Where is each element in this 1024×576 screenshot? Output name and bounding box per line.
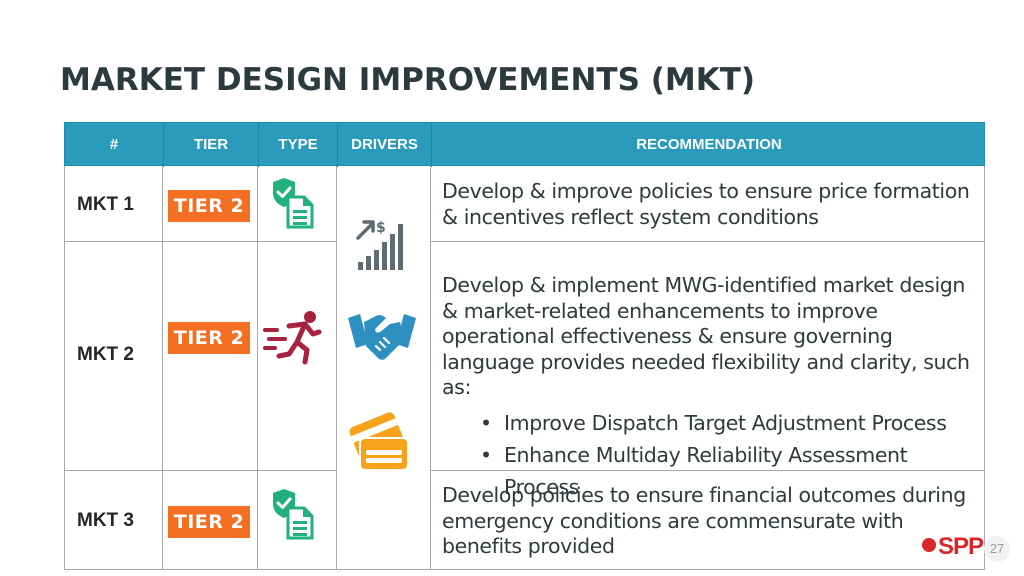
- logo-mark-icon: [922, 538, 936, 552]
- tier-badge-mkt3: TIER 2: [168, 506, 250, 538]
- tier-badge-mkt2: TIER 2: [168, 322, 250, 354]
- header-drivers: DRIVERS: [351, 136, 418, 153]
- tier-badge-mkt1: TIER 2: [168, 190, 250, 222]
- row-id-mkt1: MKT 1: [77, 194, 134, 215]
- row-id-mkt2: MKT 2: [77, 344, 134, 365]
- header-tier: TIER: [193, 136, 229, 153]
- spp-logo: SPP: [922, 533, 984, 561]
- page-number: 27: [984, 536, 1010, 562]
- compliance-document-icon: [270, 488, 314, 545]
- header-type: TYPE: [278, 136, 318, 153]
- header-number: #: [109, 136, 119, 153]
- recommendations-table: # TIER TYPE DRIVERS RECOMMENDATION MKT 1…: [64, 122, 985, 570]
- page-title: MARKET DESIGN IMPROVEMENTS (MKT): [60, 62, 756, 98]
- row-id-mkt3: MKT 3: [77, 510, 134, 531]
- handshake-icon: [346, 310, 418, 369]
- recommendation-mkt3: Develop policies to ensure financial out…: [442, 483, 966, 558]
- svg-text:$: $: [376, 220, 386, 236]
- payment-cards-icon: [348, 412, 412, 479]
- recommendation-mkt1: Develop & improve policies to ensure pri…: [442, 179, 970, 229]
- header-recommendation: RECOMMENDATION: [636, 136, 782, 153]
- compliance-document-icon: [270, 177, 314, 234]
- running-person-icon: [261, 310, 323, 371]
- table-header: # TIER TYPE DRIVERS RECOMMENDATION: [64, 122, 985, 167]
- bullet-item: Improve Dispatch Target Adjustment Proce…: [480, 407, 977, 439]
- recommendation-mkt2: Develop & implement MWG-identified marke…: [442, 273, 977, 503]
- price-growth-chart-icon: $: [356, 216, 408, 277]
- logo-text: SPP: [938, 533, 984, 560]
- recommendation-mkt2-bullets: Improve Dispatch Target Adjustment Proce…: [442, 407, 977, 503]
- bullet-item: Enhance Multiday Reliability Assessment …: [480, 439, 977, 503]
- recommendation-mkt2-text: Develop & implement MWG-identified marke…: [442, 273, 970, 399]
